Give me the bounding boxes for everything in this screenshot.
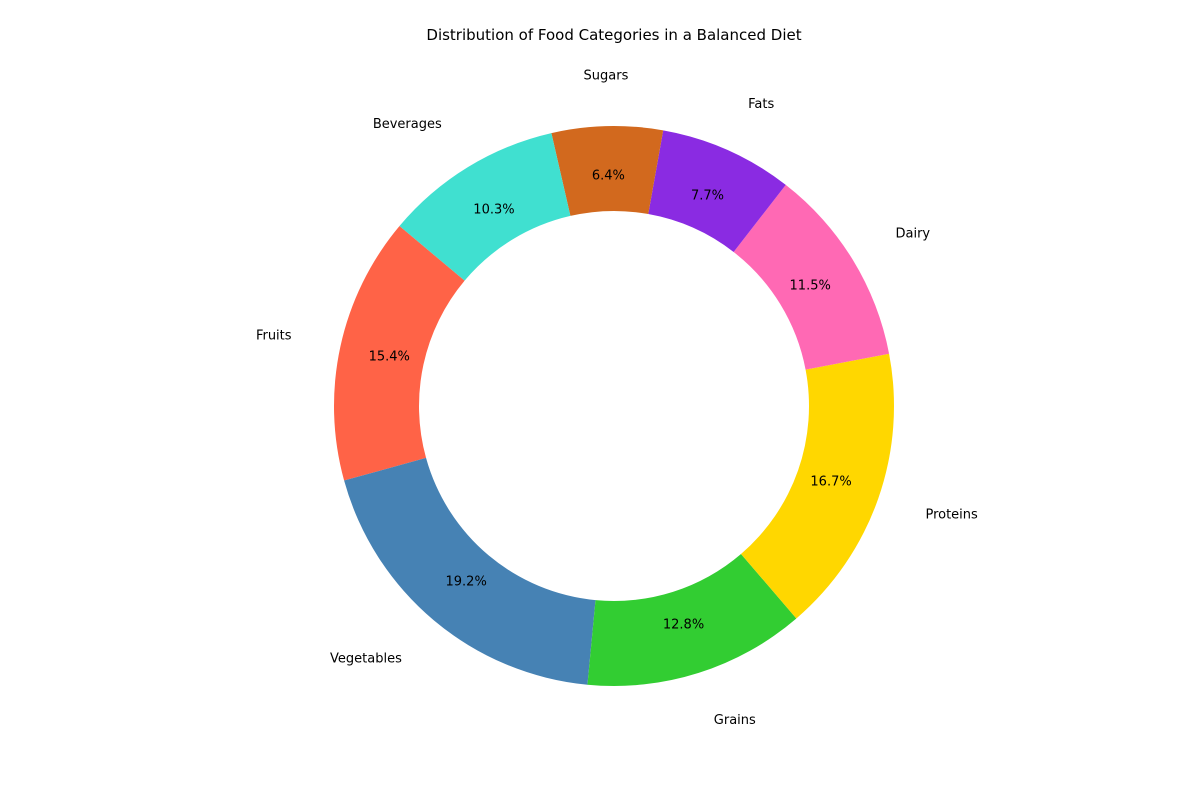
labels-group: Fruits 15.4% Vegetables 19.2% Grains 12.8% Pro… (256, 69, 978, 728)
slice-vegetables (344, 457, 596, 685)
slice-dairy (733, 184, 890, 370)
chart-title: Distribution of Food Categories in a Bal… (426, 26, 801, 44)
slice-label-fruits: Fruits (256, 328, 292, 343)
pct-label-vegetables: 19.2% (446, 575, 487, 590)
pct-label-beverages: 10.3% (473, 202, 514, 217)
pct-label-fruits: 15.4% (369, 350, 410, 365)
slice-fruits (334, 226, 465, 481)
slices-group (334, 126, 894, 686)
slice-label-vegetables: Vegetables (330, 651, 402, 666)
slice-beverages (399, 133, 571, 281)
slice-sugars (551, 126, 664, 216)
pct-label-grains: 12.8% (663, 618, 704, 633)
slice-label-dairy: Dairy (895, 226, 930, 241)
pct-label-sugars: 6.4% (592, 169, 625, 184)
pct-label-fats: 7.7% (691, 188, 724, 203)
slice-proteins (741, 353, 894, 619)
slice-label-sugars: Sugars (584, 69, 629, 84)
slice-fats (648, 130, 786, 253)
slice-label-grains: Grains (714, 713, 756, 728)
slice-label-beverages: Beverages (373, 117, 442, 132)
slice-grains (587, 553, 797, 686)
pct-label-dairy: 11.5% (790, 278, 831, 293)
slice-label-proteins: Proteins (925, 508, 978, 523)
slice-label-fats: Fats (748, 97, 774, 112)
pct-label-proteins: 16.7% (810, 475, 851, 490)
